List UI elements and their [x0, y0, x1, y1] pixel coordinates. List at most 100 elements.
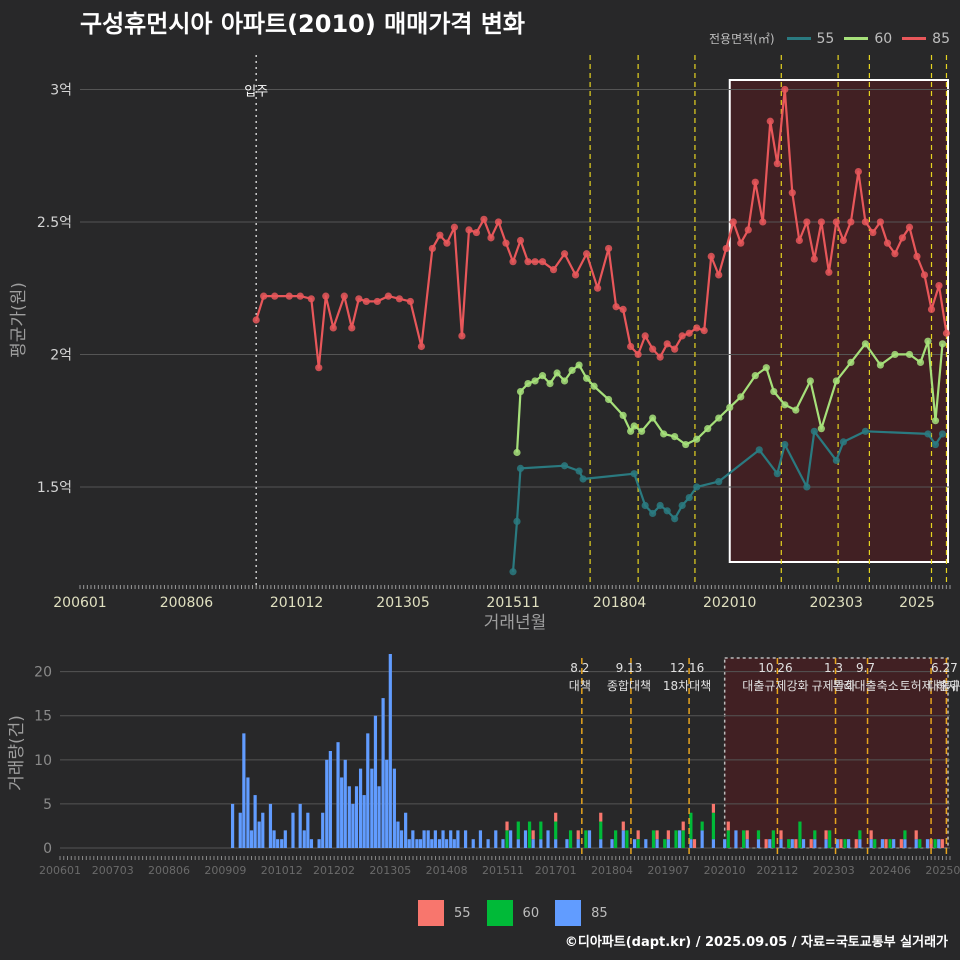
- bar-55: [655, 830, 659, 840]
- data-point-60: [513, 448, 521, 457]
- bar-85: [230, 803, 235, 848]
- bar-55: [505, 821, 509, 831]
- bar-85: [268, 803, 273, 848]
- bar-55: [764, 839, 768, 848]
- bar-55: [899, 839, 903, 848]
- bar-85: [238, 812, 242, 848]
- bar-y-tick-label: 10: [34, 753, 52, 769]
- y-axis-title: 평균가(원): [9, 282, 29, 358]
- bar-legend-label-60: 60: [522, 905, 540, 921]
- data-point-85: [260, 292, 268, 300]
- bar-85: [478, 830, 483, 848]
- policy-date-label: 10.26: [758, 661, 792, 675]
- data-point-85: [641, 332, 649, 340]
- bar-55: [940, 839, 944, 848]
- bar-legend-label-85: 85: [591, 905, 608, 921]
- bar-85: [343, 759, 347, 848]
- bar-x-tick-label: 201202: [313, 864, 355, 877]
- bar-55: [794, 839, 798, 848]
- data-point-60: [704, 425, 712, 433]
- bar-85: [385, 759, 389, 848]
- bar-55: [839, 839, 843, 848]
- data-point-85: [861, 218, 870, 226]
- data-point-60: [792, 406, 800, 414]
- data-point-85: [883, 239, 892, 247]
- bar-60: [599, 821, 603, 840]
- data-point-85: [362, 297, 370, 306]
- data-point-55: [685, 493, 693, 502]
- y-tick-label: 1.5억: [37, 480, 72, 496]
- bar-85: [362, 795, 366, 848]
- bar-x-tick-label: 201907: [647, 864, 689, 877]
- bar-85: [509, 830, 513, 848]
- legend-line-60: [844, 37, 869, 40]
- bar-55: [576, 830, 580, 840]
- data-point-85: [605, 244, 613, 253]
- data-point-60: [630, 422, 638, 430]
- data-point-85: [296, 292, 304, 300]
- data-point-60: [726, 403, 734, 412]
- data-point-85: [722, 244, 730, 253]
- data-point-55: [649, 509, 657, 518]
- bar-85: [272, 830, 276, 848]
- data-point-85: [891, 250, 899, 258]
- bar-85: [433, 830, 437, 848]
- policy-name-label: 특례대출축소: [832, 679, 898, 693]
- policy-date-label: 12.16: [670, 661, 704, 675]
- bar-55: [599, 812, 603, 822]
- bar-85: [756, 839, 761, 848]
- bar-85: [392, 768, 396, 848]
- bar-85: [644, 839, 648, 848]
- occupancy-label: 입주: [244, 84, 268, 99]
- line-legend: 전용면적(㎡) 55 60 85: [709, 30, 950, 47]
- data-point-85: [472, 228, 481, 237]
- data-point-85: [942, 329, 951, 337]
- legend-label-55: 55: [816, 30, 835, 47]
- data-point-60: [660, 430, 668, 438]
- data-point-85: [252, 316, 260, 324]
- bar-60: [798, 821, 802, 848]
- data-point-85: [729, 218, 737, 226]
- bar-x-tick-label: 201804: [591, 864, 633, 877]
- bar-85: [531, 839, 535, 848]
- data-point-85: [285, 292, 293, 300]
- data-point-85: [898, 234, 907, 242]
- data-point-55: [678, 501, 686, 510]
- y-tick-label: 2.5억: [37, 215, 72, 231]
- bar-85: [426, 830, 430, 848]
- x-tick-label: 202010: [703, 595, 756, 611]
- bar-x-tick-label: 202406: [869, 864, 911, 877]
- bar-85: [242, 733, 246, 848]
- data-point-60: [560, 377, 569, 385]
- policy-name-label: 토허제 해제: [900, 679, 959, 693]
- data-point-60: [924, 337, 932, 345]
- bar-85: [257, 821, 261, 848]
- legend-item-55: 55: [786, 30, 835, 47]
- data-point-60: [847, 358, 855, 366]
- data-point-55: [509, 568, 517, 576]
- legend-title: 전용면적(㎡): [708, 32, 775, 46]
- data-point-85: [913, 252, 921, 260]
- policy-date-label: 6.27: [931, 661, 958, 675]
- bar-85: [437, 839, 442, 848]
- bar-85: [463, 830, 468, 848]
- bar-85: [388, 654, 392, 848]
- data-point-85: [634, 350, 642, 359]
- bar-85: [824, 839, 828, 848]
- bar-60: [568, 830, 573, 848]
- bar-85: [366, 733, 370, 848]
- bar-85: [711, 839, 716, 848]
- bar-85: [903, 839, 907, 848]
- bar-60: [539, 821, 543, 840]
- source-footer: ©디아파트(dapt.kr) / 2025.09.05 / 자료=국토교통부 실…: [564, 935, 948, 950]
- data-point-60: [605, 395, 613, 404]
- bar-85: [745, 839, 749, 848]
- bar-85: [554, 839, 558, 848]
- data-point-60: [762, 364, 770, 372]
- data-point-60: [806, 377, 814, 385]
- data-point-60: [905, 350, 914, 359]
- data-point-55: [773, 470, 781, 478]
- data-point-85: [678, 332, 686, 340]
- x-tick-label: 200806: [160, 595, 214, 611]
- data-point-85: [531, 258, 539, 266]
